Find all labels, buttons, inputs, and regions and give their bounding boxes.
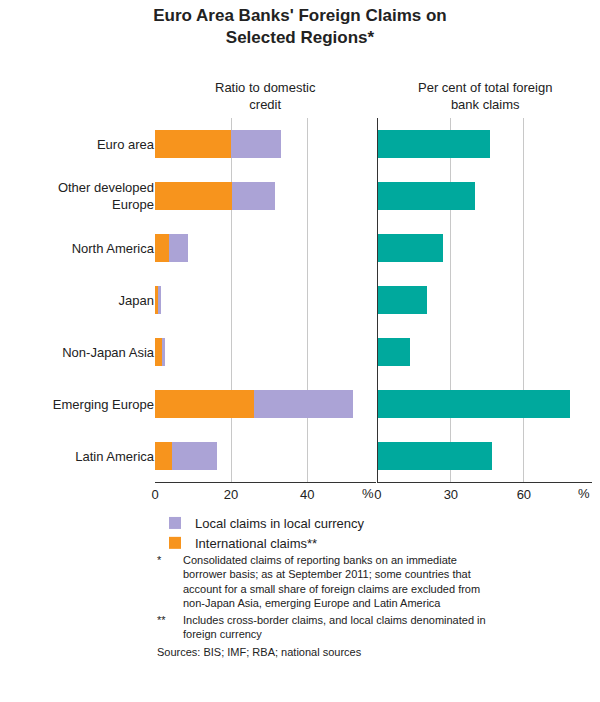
svg-text:%: % [362,486,374,501]
svg-text:Includes cross-border claims,: Includes cross-border claims, and local … [183,614,486,640]
svg-text:International claims**: International claims** [195,536,317,551]
svg-text:Japan: Japan [119,293,154,308]
svg-text:Other developedEurope: Other developedEurope [58,180,154,212]
svg-text:60: 60 [517,487,531,502]
svg-text:0: 0 [151,487,158,502]
svg-text:Non-Japan Asia: Non-Japan Asia [62,345,155,360]
svg-text:Consolidated claims of reporti: Consolidated claims of reporting banks o… [183,554,480,609]
svg-text:Ratio to domesticcredit: Ratio to domesticcredit [215,80,316,112]
svg-text:Latin America: Latin America [75,449,155,464]
svg-text:Euro Area Banks' Foreign Claim: Euro Area Banks' Foreign Claims onSelect… [153,6,446,47]
svg-text:**: ** [157,614,166,626]
svg-text:Per cent of total foreignbank: Per cent of total foreignbank claims [418,80,552,112]
svg-text:Local claims in local currency: Local claims in local currency [195,516,365,531]
svg-text:30: 30 [444,487,458,502]
svg-text:40: 40 [300,487,314,502]
svg-text:%: % [578,486,590,501]
svg-text:20: 20 [224,487,238,502]
svg-text:North America: North America [72,241,155,256]
svg-text:*: * [157,554,162,566]
svg-text:0: 0 [374,487,381,502]
svg-text:Emerging Europe: Emerging Europe [53,397,154,412]
svg-text:Euro area: Euro area [97,137,155,152]
svg-text:Sources: BIS; IMF; RBA; nation: Sources: BIS; IMF; RBA; national sources [157,646,362,658]
